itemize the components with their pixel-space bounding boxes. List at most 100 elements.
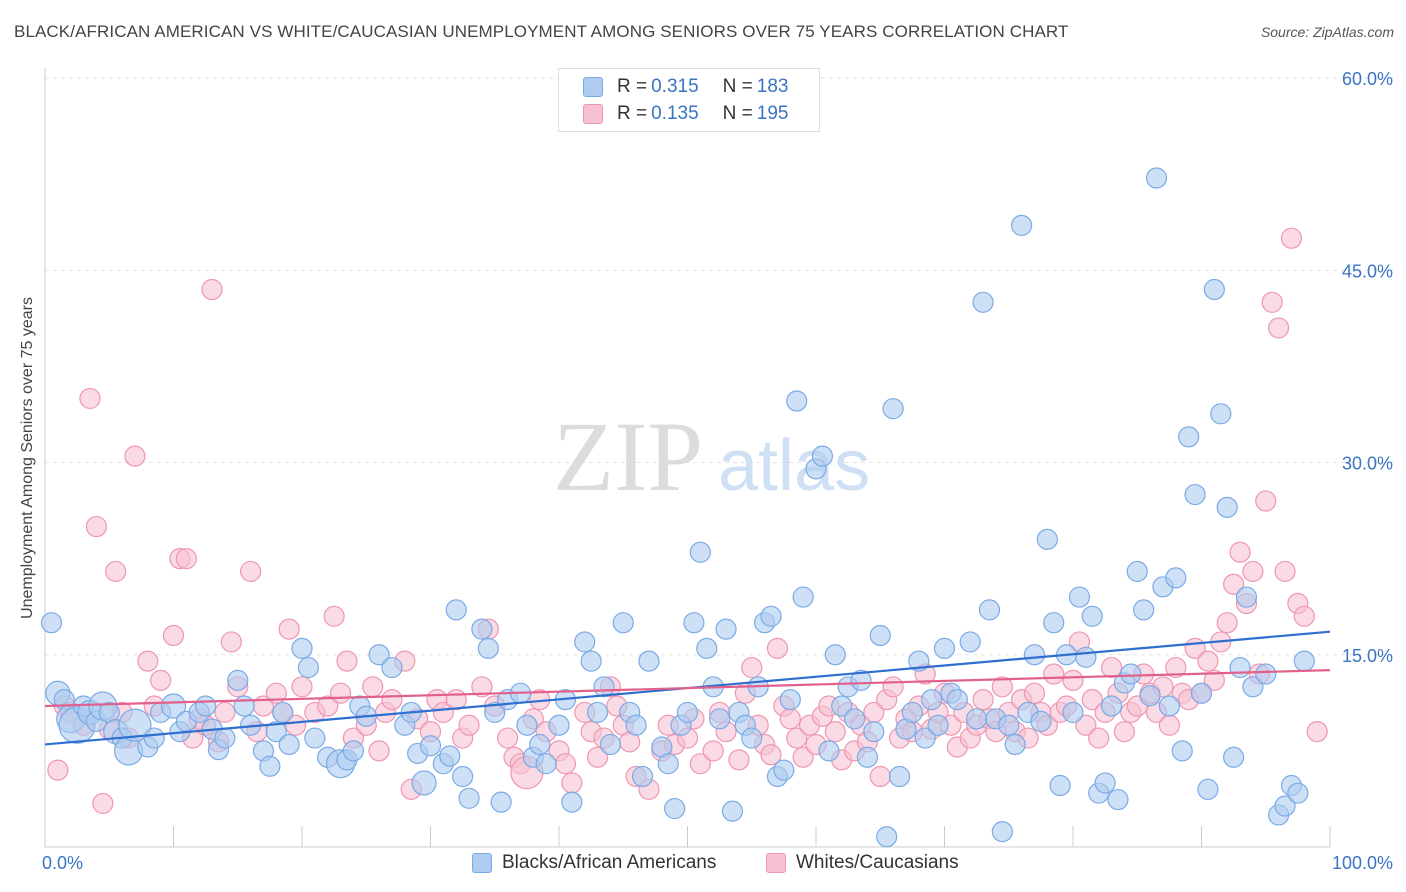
chart-title: BLACK/AFRICAN AMERICAN VS WHITE/CAUCASIA… [14, 22, 1069, 41]
whites-point [1081, 689, 1103, 711]
blacks-point [535, 753, 557, 775]
blacks-point [419, 735, 442, 757]
blacks-point [1203, 278, 1225, 301]
blacks-point [966, 708, 988, 730]
series-legend: Blacks/African Americans Whites/Caucasia… [0, 852, 1406, 876]
whites-point [869, 765, 891, 788]
whites-point [175, 548, 197, 570]
series-legend-label: Whites/Caucasians [796, 852, 959, 873]
blacks-point [689, 541, 711, 563]
whites-point [85, 515, 108, 538]
blacks-point [625, 714, 647, 736]
legend-n-value: 183 [756, 76, 789, 97]
blacks-point [1171, 740, 1193, 762]
blacks-point [1100, 695, 1123, 717]
blacks-point [792, 586, 814, 608]
blacks-point [1293, 650, 1315, 672]
blacks-point [411, 770, 437, 796]
legend-n-label: N = [722, 103, 753, 124]
blacks-point [233, 695, 255, 717]
blacks-point [683, 612, 705, 634]
whites-point [471, 676, 493, 698]
whites-point [972, 689, 994, 711]
data-points [40, 167, 1328, 848]
whites-point [368, 740, 390, 762]
series-legend-whites: Whites/Caucasians [766, 852, 959, 874]
x-tick-label-max: 100.0% [1332, 853, 1393, 873]
blacks-point [368, 644, 390, 666]
blacks-point [490, 791, 512, 813]
whites-point [689, 753, 711, 775]
legend-r-value: 0.135 [651, 103, 699, 124]
blacks-point [1184, 483, 1206, 506]
blacks-point [850, 669, 872, 691]
blacks-point [715, 618, 737, 640]
watermark: ZIP atlas [553, 401, 870, 512]
whites-point [1223, 573, 1245, 595]
blacks-point [1023, 644, 1046, 666]
whites-point [79, 387, 101, 410]
series-legend-label: Blacks/African Americans [502, 852, 717, 873]
blacks-point [843, 708, 866, 730]
blacks-point [1229, 656, 1251, 679]
whites-point [1113, 721, 1136, 743]
blacks-point [664, 797, 686, 820]
whites-point [92, 792, 114, 815]
blacks-point [638, 650, 660, 672]
whites-point [786, 727, 808, 749]
blacks-point [599, 733, 622, 756]
blacks-point [227, 669, 249, 691]
whites-point [150, 669, 172, 691]
legend-row-blacks: R = 0.315 N = 183 [583, 75, 788, 99]
series-swatch-blue [472, 853, 492, 873]
legend-n-label: N = [722, 76, 753, 97]
legend-n-value: 195 [756, 103, 789, 124]
blacks-point [709, 708, 731, 730]
blacks-point [1216, 496, 1238, 518]
whites-point [561, 772, 583, 794]
blacks-point [773, 759, 795, 781]
blacks-point [1145, 167, 1168, 189]
whites-point [792, 746, 814, 768]
whites-point [1197, 650, 1219, 672]
blacks-point [863, 721, 885, 743]
blacks-point [458, 787, 480, 809]
legend: R = 0.315 N = 183 R = 0.135 N = 195 [558, 68, 820, 132]
blacks-point [998, 714, 1020, 736]
whites-point [317, 695, 339, 717]
series-legend-blacks: Blacks/African Americans [472, 852, 716, 874]
whites-point [220, 631, 242, 653]
whites-point [124, 445, 146, 467]
blacks-point [876, 826, 898, 848]
whites-point [1158, 714, 1180, 736]
blacks-point [1190, 682, 1213, 704]
blacks-point [811, 445, 834, 467]
blacks-point [195, 695, 217, 717]
blacks-point [1165, 567, 1187, 589]
whites-point [284, 714, 307, 736]
legend-row-whites: R = 0.135 N = 195 [583, 102, 788, 126]
blacks-point [1274, 795, 1296, 817]
blacks-point [561, 791, 583, 813]
whites-point [1293, 605, 1315, 627]
whites-point [1043, 663, 1065, 685]
whites-point [766, 637, 789, 659]
whites-point [497, 727, 519, 749]
tick-labels: 15.0% 30.0% 45.0% 60.0% 0.0% 100.0% [42, 69, 1393, 873]
blacks-point [991, 821, 1013, 843]
source-note: Source: ZipAtlas.com [1260, 24, 1394, 40]
whites-point [991, 676, 1013, 698]
whites-point [1274, 560, 1296, 583]
whites-point [47, 759, 69, 781]
whites-point [882, 676, 904, 698]
whites-point [1023, 682, 1046, 704]
blacks-point [1081, 605, 1103, 627]
blacks-point [40, 612, 63, 634]
blacks-point [1235, 586, 1258, 608]
whites-point [1216, 612, 1238, 634]
whites-point [162, 624, 185, 647]
blacks-point [259, 755, 281, 777]
blacks-point [1036, 528, 1058, 551]
whites-point [329, 682, 352, 704]
